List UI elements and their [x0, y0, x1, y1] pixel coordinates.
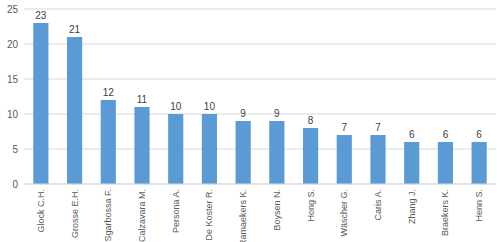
grid-line	[24, 44, 496, 45]
x-tick-label: Henn S.	[474, 189, 484, 222]
data-label: 10	[204, 101, 216, 112]
x-tick-label: Wäscher G.	[339, 189, 349, 237]
x-tick-label: Hong S.	[306, 189, 316, 222]
x-tick-label: Calzavara M.	[137, 189, 147, 242]
y-tick-label: 20	[7, 39, 19, 50]
x-axis-line	[24, 184, 496, 185]
bar	[236, 121, 251, 184]
y-tick-label: 15	[7, 74, 19, 85]
x-tick-label: Caris A.	[373, 189, 383, 221]
bar	[67, 37, 82, 184]
bar	[438, 142, 453, 184]
data-label: 12	[103, 87, 115, 98]
grid-line	[24, 184, 496, 185]
bar	[472, 142, 487, 184]
x-tick-label: Braekers K.	[440, 189, 450, 236]
bar	[202, 114, 217, 184]
data-label: 7	[375, 122, 381, 133]
data-label: 9	[274, 108, 280, 119]
bar	[303, 128, 318, 184]
data-label: 6	[443, 129, 449, 140]
x-tick-label: Glock C.H.	[36, 189, 46, 233]
y-tick-label: 5	[12, 144, 18, 155]
chart-container: 0 5 10 15 20 25 23 Glock C.H. 21 Grosse E.H. 12 Sga…	[0, 0, 500, 242]
y-tick-label: 25	[7, 4, 19, 15]
data-label: 7	[342, 122, 348, 133]
x-tick-label: Ramaekers K.	[238, 189, 248, 242]
data-label: 6	[409, 129, 415, 140]
data-label: 23	[35, 10, 47, 21]
x-tick-label: Boysen N.	[272, 189, 282, 231]
x-tick-label: Persona A.	[171, 189, 181, 233]
x-tick-label: Zhang J.	[407, 189, 417, 224]
data-label: 6	[476, 129, 482, 140]
bar	[134, 107, 149, 184]
data-label: 8	[308, 115, 314, 126]
bar	[404, 142, 419, 184]
y-tick-label: 0	[12, 179, 18, 190]
data-label: 9	[240, 108, 246, 119]
data-label: 21	[69, 24, 81, 35]
bar	[168, 114, 183, 184]
grid-line	[24, 9, 496, 10]
bar	[269, 121, 284, 184]
x-tick-label: Sgarbossa F.	[103, 189, 113, 242]
bars	[33, 23, 486, 184]
grid-line	[24, 114, 496, 115]
grid-line	[24, 149, 496, 150]
x-tick-label: De Koster R.	[204, 189, 214, 241]
data-label: 11	[137, 94, 148, 105]
grid-line	[24, 79, 496, 80]
bar	[101, 100, 116, 184]
bar	[33, 23, 48, 184]
chart-svg: 0 5 10 15 20 25 23 Glock C.H. 21 Grosse E.H. 12 Sga…	[0, 0, 500, 242]
data-label: 10	[170, 101, 182, 112]
x-tick-label: Grosse E.H.	[70, 189, 80, 238]
bar	[370, 135, 385, 184]
bar	[337, 135, 352, 184]
y-tick-label: 10	[7, 109, 19, 120]
